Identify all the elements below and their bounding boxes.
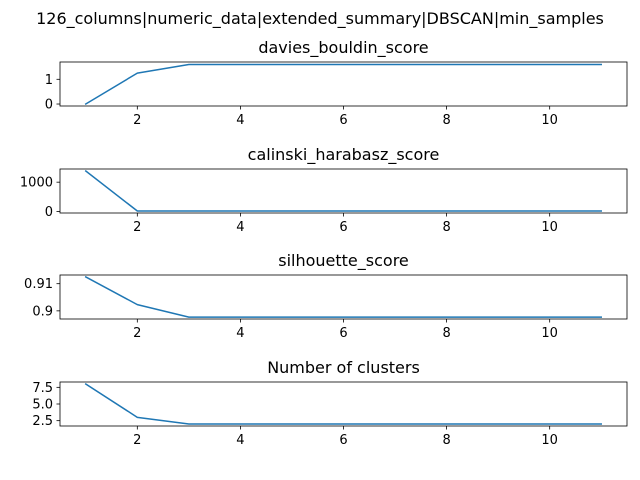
series-line — [84, 275, 602, 318]
series-line — [84, 169, 602, 212]
series-line — [84, 63, 602, 106]
subplot-4: Number of clusters 2 4 6 8 10 2.55.0 7.5 — [32, 358, 628, 448]
subplot-3: silhouette_score 2 4 6 8 10 0.9 0.91 — [24, 251, 628, 341]
y-tick-label: 1000 — [20, 176, 53, 191]
subplot-2: calinski_harabasz_score 2 4 6 8 10 0 1000 — [20, 145, 628, 235]
x-tick-label: 8 — [442, 220, 450, 235]
subplot-title: Number of clusters — [267, 358, 420, 377]
x-tick-label: 8 — [442, 113, 450, 128]
x-tick-label: 4 — [236, 433, 244, 448]
axes-frame — [59, 168, 628, 214]
y-tick-label: 5.0 — [32, 398, 53, 413]
axes-frame — [59, 61, 628, 107]
x-tick-label: 10 — [541, 220, 558, 235]
subplots-container: davies_bouldin_score 2 4 6 8 10 0 1 calinski_har… — [20, 38, 628, 448]
figure-suptitle: 126_columns|numeric_data|extended_summar… — [36, 9, 604, 29]
x-tick-label: 8 — [442, 433, 450, 448]
x-tick-label: 2 — [133, 220, 141, 235]
axes-frame — [59, 274, 628, 320]
x-tick-label: 6 — [339, 433, 347, 448]
x-tick-label: 10 — [541, 326, 558, 341]
axes-frame — [59, 381, 628, 427]
x-tick-label: 6 — [339, 326, 347, 341]
x-tick-label: 4 — [236, 326, 244, 341]
y-tick-label: 0.9 — [32, 304, 53, 319]
x-tick-label: 2 — [133, 326, 141, 341]
y-tick-label: 0 — [45, 98, 53, 113]
x-tick-label: 10 — [541, 113, 558, 128]
y-tick-label: 0.91 — [24, 277, 53, 292]
x-tick-label: 10 — [541, 433, 558, 448]
subplot-title: davies_bouldin_score — [258, 38, 428, 58]
x-tick-label: 6 — [339, 113, 347, 128]
x-tick-label: 4 — [236, 220, 244, 235]
y-tick-label: 1 — [45, 73, 53, 88]
subplot-title: calinski_harabasz_score — [248, 145, 440, 165]
subplot-title: silhouette_score — [278, 251, 409, 271]
x-tick-label: 2 — [133, 433, 141, 448]
x-tick-label: 8 — [442, 326, 450, 341]
x-tick-label: 2 — [133, 113, 141, 128]
y-tick-label: 2.5 — [32, 414, 53, 429]
y-tick-label: 0 — [45, 205, 53, 220]
y-tick-label: 7.5 — [32, 381, 53, 396]
subplot-1: davies_bouldin_score 2 4 6 8 10 0 1 — [45, 38, 628, 128]
x-tick-label: 6 — [339, 220, 347, 235]
series-line — [84, 382, 602, 425]
x-tick-label: 4 — [236, 113, 244, 128]
